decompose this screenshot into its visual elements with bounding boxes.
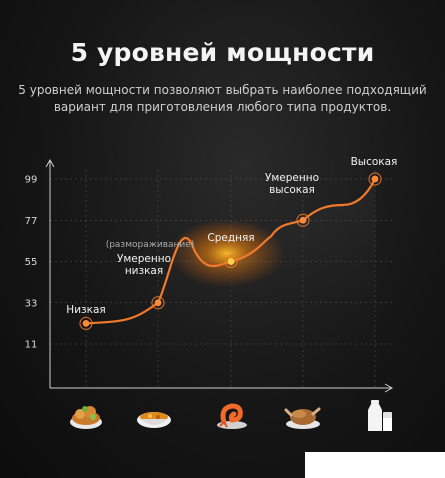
- x-axis-arrow: [384, 383, 394, 393]
- y-tick-label-77: 77: [25, 216, 38, 227]
- point-label-3-line-1: высокая: [269, 184, 315, 196]
- point-label-1-line-0: Умеренно: [117, 253, 171, 265]
- data-point-4: [371, 175, 379, 183]
- y-tick-label-33: 33: [25, 298, 38, 309]
- data-point-0: [82, 319, 90, 327]
- roast-chicken-icon: [283, 398, 323, 434]
- data-point-3: [299, 216, 307, 224]
- area-under-curve: [86, 179, 375, 388]
- page-subtitle: 5 уровней мощности позволяют выбрать наи…: [0, 82, 445, 116]
- chart-line: [84, 177, 377, 325]
- series-line: [84, 177, 377, 325]
- food-icons-row: [0, 398, 445, 438]
- point-ring-1: [151, 296, 165, 310]
- data-point-1: [154, 299, 162, 307]
- point-label-2-line-0: Средняя: [207, 232, 254, 244]
- point-note-1: (размораживание): [106, 240, 195, 250]
- soup-bowl-icon: [134, 398, 174, 434]
- point-ring-2: [224, 254, 238, 269]
- subtitle-line-1: 5 уровней мощности позволяют выбрать наи…: [18, 83, 427, 97]
- point-label-3-line-0: Умеренно: [265, 172, 319, 184]
- point-ring-0: [79, 316, 93, 330]
- y-axis-ticks: 99 77 55 33 11: [25, 175, 38, 351]
- data-point-2: [227, 258, 235, 265]
- chart-point-labels: НизкаяУмереннонизкая(размораживание)Сред…: [66, 156, 397, 316]
- point-label-0-line-0: Низкая: [66, 304, 105, 316]
- y-tick-label-11: 11: [25, 340, 38, 351]
- point-label-1-line-1: низкая: [125, 265, 163, 277]
- bottom-overlay-bar: [305, 452, 445, 478]
- chart-points: [79, 172, 382, 330]
- page-title: 5 уровней мощности: [70, 38, 375, 67]
- y-axis-arrow: [45, 158, 55, 168]
- salad-bowl-icon: [66, 398, 106, 434]
- point-ring-4: [368, 172, 382, 186]
- y-tick-label-55: 55: [25, 257, 38, 268]
- shrimp-icon: [212, 398, 252, 434]
- point-ring-3: [296, 213, 310, 227]
- point-label-4-line-0: Высокая: [351, 156, 398, 168]
- y-tick-label-99: 99: [25, 175, 38, 186]
- subtitle-line-2: вариант для приготовления любого типа пр…: [53, 100, 392, 114]
- chart-area: [86, 179, 375, 388]
- milk-bottle-icon: [358, 398, 398, 434]
